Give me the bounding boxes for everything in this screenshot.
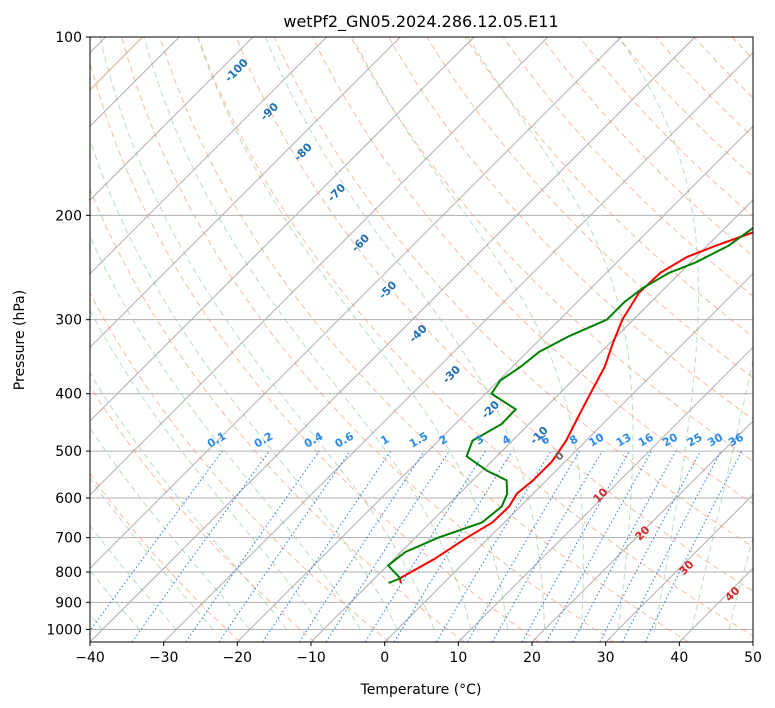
moist-adiabat: [90, 569, 140, 630]
x-tick-label: −40: [75, 650, 105, 666]
mixing-ratio-line: [325, 450, 450, 642]
moist-adiabat: [99, 37, 435, 630]
profile-series: [386, 226, 753, 584]
dry-adiabat: [426, 37, 753, 379]
mixing-ratio-line: [262, 450, 392, 642]
isotherm: [90, 37, 696, 642]
moist-adiabat: [90, 477, 214, 630]
isotherm: [605, 493, 753, 642]
moist-adiabat: [264, 37, 546, 630]
moist-adiabat: [728, 536, 753, 630]
isotherm: [90, 37, 401, 349]
dry-adiabat: [464, 37, 753, 338]
mixing-ratio-line: [218, 450, 351, 642]
dry-adiabat: [90, 61, 540, 642]
dewpoint-profile: [386, 226, 753, 584]
background-lines: [90, 37, 753, 642]
isotherm: [236, 125, 753, 642]
moist-adiabat: [90, 235, 361, 630]
dry-adiabat: [502, 37, 753, 297]
y-tick-label: 900: [55, 595, 82, 611]
mixing-ratio-line: [545, 450, 653, 642]
dry-adiabat: [90, 188, 465, 642]
moist-adiabat: [691, 357, 753, 630]
x-axis-label: Temperature (°C): [360, 682, 482, 698]
y-tick-label: 100: [55, 30, 82, 46]
isotherm: [90, 37, 475, 422]
temperature-profile: [398, 231, 753, 584]
y-tick-label: 200: [55, 208, 82, 224]
y-tick-label: 300: [55, 313, 82, 329]
moist-adiabat: [90, 371, 288, 630]
moist-adiabat: [467, 37, 634, 630]
x-tick-label: 0: [380, 650, 389, 666]
x-tick-label: 40: [670, 650, 688, 666]
y-axis-label: Pressure (hPa): [12, 290, 28, 390]
x-axis: −40 −30 −20 −10 0 10 20 30 40 50: [75, 642, 762, 666]
y-tick-label: 1000: [46, 622, 82, 638]
plot-frame: [89, 36, 754, 643]
mixing-ratio-line: [131, 450, 270, 642]
dry-adiabat: [90, 385, 316, 642]
x-tick-label: 10: [449, 650, 467, 666]
moist-adiabat: [90, 427, 251, 630]
y-axis: 100 200 300 400 500 600 700 800 900 1000: [46, 30, 90, 638]
isotherm: [90, 37, 549, 496]
isotherm: [457, 346, 753, 642]
mixing-ratio-line: [521, 450, 630, 642]
mixing-ratio-line: [90, 450, 223, 632]
isotherm: [90, 37, 328, 275]
dry-adiabat: [311, 37, 753, 505]
y-tick-label: 700: [55, 531, 82, 547]
moist-adiabat: [90, 524, 177, 630]
y-tick-label: 400: [55, 387, 82, 403]
mixing-ratio-line: [298, 450, 425, 642]
mixing-ratio-line: [393, 450, 513, 642]
dry-adiabat: [90, 473, 241, 642]
moist-adiabat: [619, 37, 699, 630]
y-tick-label: 800: [55, 565, 82, 581]
isotherm: [90, 37, 622, 570]
x-tick-label: −30: [149, 650, 179, 666]
moist-adiabat: [197, 37, 509, 630]
dry-adiabat: [350, 37, 753, 462]
isotherm: [531, 420, 753, 642]
dry-adiabat: [235, 37, 753, 592]
isotherm: [163, 51, 753, 642]
mixing-ratio-line: [644, 450, 743, 642]
x-tick-label: −20: [223, 650, 253, 666]
dry-adiabat: [159, 37, 689, 642]
isotherm: [90, 37, 254, 201]
x-tick-label: 30: [597, 650, 615, 666]
isotherm: [384, 272, 753, 642]
mixing-ratio-line: [572, 450, 677, 642]
x-tick-label: −10: [296, 650, 326, 666]
dry-adiabat: [90, 291, 390, 642]
dry-adiabat: [388, 37, 753, 420]
moist-adiabat: [352, 37, 584, 630]
moist-adiabat: [90, 138, 398, 630]
y-tick-label: 500: [55, 444, 82, 460]
x-tick-label: 50: [744, 650, 762, 666]
chart-title: wetPf2_GN05.2024.286.12.05.E11: [283, 12, 558, 32]
moist-adiabat: [90, 309, 324, 630]
mixing-ratio-line: [185, 450, 320, 642]
dry-adiabat: [121, 37, 614, 642]
y-tick-label: 600: [55, 491, 82, 507]
moist-adiabat: [143, 37, 472, 630]
dry-adiabat: [273, 37, 753, 548]
x-tick-label: 20: [523, 650, 541, 666]
